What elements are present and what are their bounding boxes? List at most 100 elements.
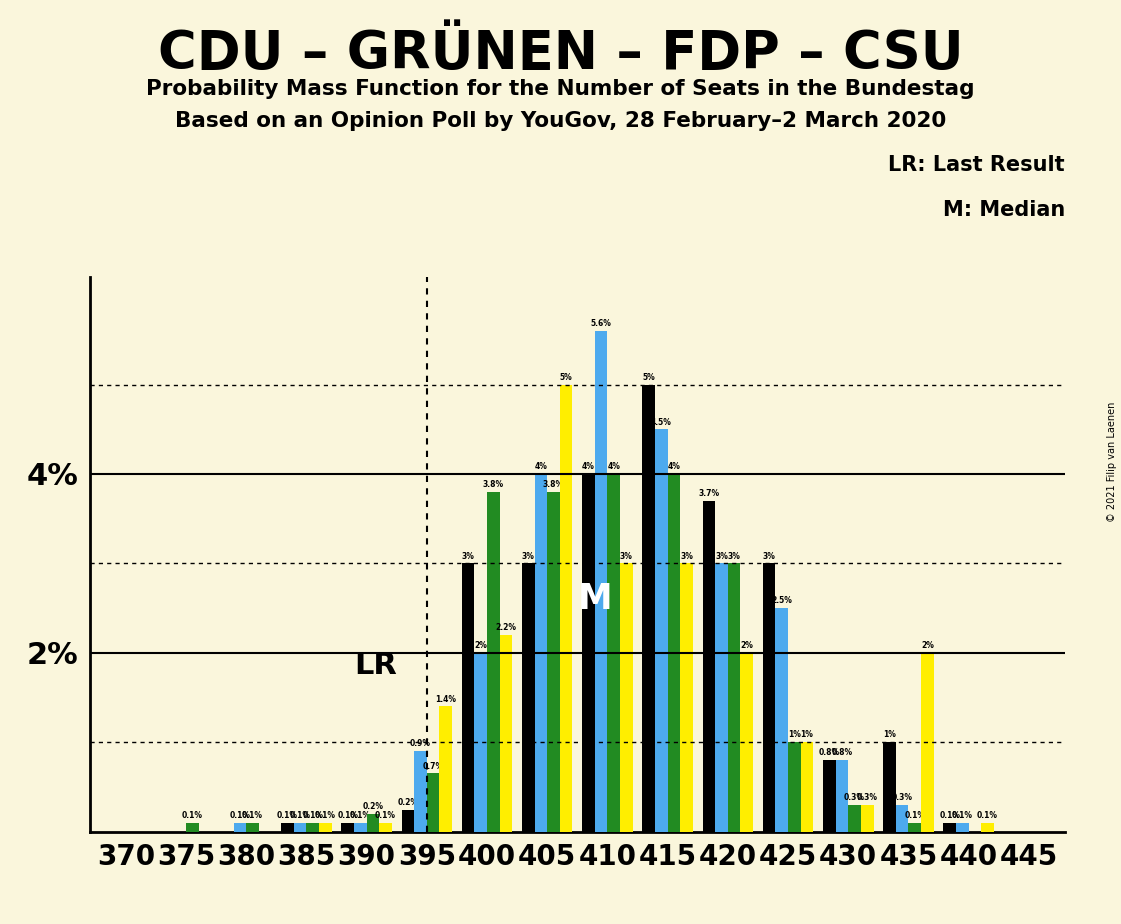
Text: © 2021 Filip van Laenen: © 2021 Filip van Laenen: [1108, 402, 1117, 522]
Bar: [354, 822, 367, 832]
Text: 3%: 3%: [620, 552, 633, 561]
Bar: [522, 564, 535, 832]
Text: 0.1%: 0.1%: [230, 811, 250, 820]
Bar: [462, 564, 474, 832]
Text: CDU – GRÜNEN – FDP – CSU: CDU – GRÜNEN – FDP – CSU: [158, 28, 963, 79]
Bar: [620, 564, 632, 832]
Text: LR: Last Result: LR: Last Result: [888, 155, 1065, 176]
Text: 0.1%: 0.1%: [376, 811, 396, 820]
Bar: [776, 608, 788, 832]
Bar: [703, 501, 715, 832]
Text: 1%: 1%: [800, 731, 814, 739]
Bar: [427, 773, 439, 832]
Text: 0.2%: 0.2%: [397, 798, 418, 808]
Bar: [896, 805, 908, 832]
Text: 3%: 3%: [462, 552, 474, 561]
Bar: [849, 805, 861, 832]
Text: 3%: 3%: [715, 552, 728, 561]
Text: 2%: 2%: [740, 641, 753, 650]
Bar: [281, 822, 294, 832]
Text: M: M: [578, 582, 613, 616]
Text: 4.5%: 4.5%: [651, 418, 671, 427]
Text: 4%: 4%: [608, 462, 620, 471]
Bar: [655, 430, 668, 832]
Text: 5%: 5%: [559, 372, 573, 382]
Text: 3.8%: 3.8%: [543, 480, 564, 489]
Bar: [728, 564, 741, 832]
Text: 1%: 1%: [883, 731, 896, 739]
Text: M: Median: M: Median: [943, 200, 1065, 220]
Text: 0.1%: 0.1%: [939, 811, 961, 820]
Text: 0.1%: 0.1%: [303, 811, 323, 820]
Text: 0.3%: 0.3%: [856, 793, 878, 802]
Text: 3%: 3%: [728, 552, 741, 561]
Text: LR: LR: [354, 650, 397, 679]
Bar: [668, 474, 680, 832]
Bar: [474, 652, 487, 832]
Bar: [861, 805, 873, 832]
Text: 3.7%: 3.7%: [698, 489, 720, 498]
Bar: [921, 652, 934, 832]
Bar: [680, 564, 693, 832]
Text: 0.1%: 0.1%: [182, 811, 203, 820]
Bar: [559, 384, 573, 832]
Text: 0.3%: 0.3%: [891, 793, 912, 802]
Bar: [367, 814, 379, 832]
Bar: [247, 822, 259, 832]
Bar: [981, 822, 994, 832]
Text: 0.2%: 0.2%: [362, 802, 383, 811]
Bar: [439, 707, 452, 832]
Bar: [608, 474, 620, 832]
Bar: [294, 822, 306, 832]
Text: 2.2%: 2.2%: [495, 623, 517, 632]
Bar: [944, 822, 956, 832]
Bar: [908, 822, 921, 832]
Bar: [306, 822, 319, 832]
Bar: [956, 822, 969, 832]
Text: 0.1%: 0.1%: [905, 811, 925, 820]
Bar: [414, 751, 427, 832]
Text: 0.3%: 0.3%: [844, 793, 865, 802]
Bar: [319, 822, 332, 832]
Text: 3%: 3%: [521, 552, 535, 561]
Bar: [379, 822, 392, 832]
Bar: [595, 331, 608, 832]
Text: 0.8%: 0.8%: [818, 748, 840, 758]
Text: 1%: 1%: [788, 731, 800, 739]
Text: 0.9%: 0.9%: [410, 739, 430, 748]
Text: 0.1%: 0.1%: [277, 811, 298, 820]
Bar: [487, 492, 500, 832]
Bar: [835, 760, 849, 832]
Text: 2%: 2%: [474, 641, 488, 650]
Bar: [500, 635, 512, 832]
Bar: [233, 822, 247, 832]
Text: 0.1%: 0.1%: [952, 811, 973, 820]
Text: 4%: 4%: [667, 462, 680, 471]
Bar: [788, 742, 800, 832]
Text: 3%: 3%: [680, 552, 693, 561]
Text: 1.4%: 1.4%: [435, 695, 456, 704]
Bar: [883, 742, 896, 832]
Text: Based on an Opinion Poll by YouGov, 28 February–2 March 2020: Based on an Opinion Poll by YouGov, 28 F…: [175, 111, 946, 131]
Text: 4%: 4%: [535, 462, 547, 471]
Text: 2%: 2%: [921, 641, 934, 650]
Bar: [582, 474, 595, 832]
Text: 0.7%: 0.7%: [423, 761, 444, 771]
Bar: [547, 492, 559, 832]
Bar: [800, 742, 814, 832]
Bar: [715, 564, 728, 832]
Text: 5%: 5%: [642, 372, 655, 382]
Bar: [401, 810, 414, 832]
Bar: [762, 564, 776, 832]
Text: 0.1%: 0.1%: [350, 811, 371, 820]
Bar: [823, 760, 835, 832]
Bar: [341, 822, 354, 832]
Text: 3.8%: 3.8%: [483, 480, 504, 489]
Text: 0.1%: 0.1%: [978, 811, 998, 820]
Bar: [741, 652, 753, 832]
Text: 0.8%: 0.8%: [832, 748, 852, 758]
Bar: [642, 384, 655, 832]
Text: 4%: 4%: [582, 462, 595, 471]
Bar: [535, 474, 547, 832]
Text: 0.1%: 0.1%: [315, 811, 336, 820]
